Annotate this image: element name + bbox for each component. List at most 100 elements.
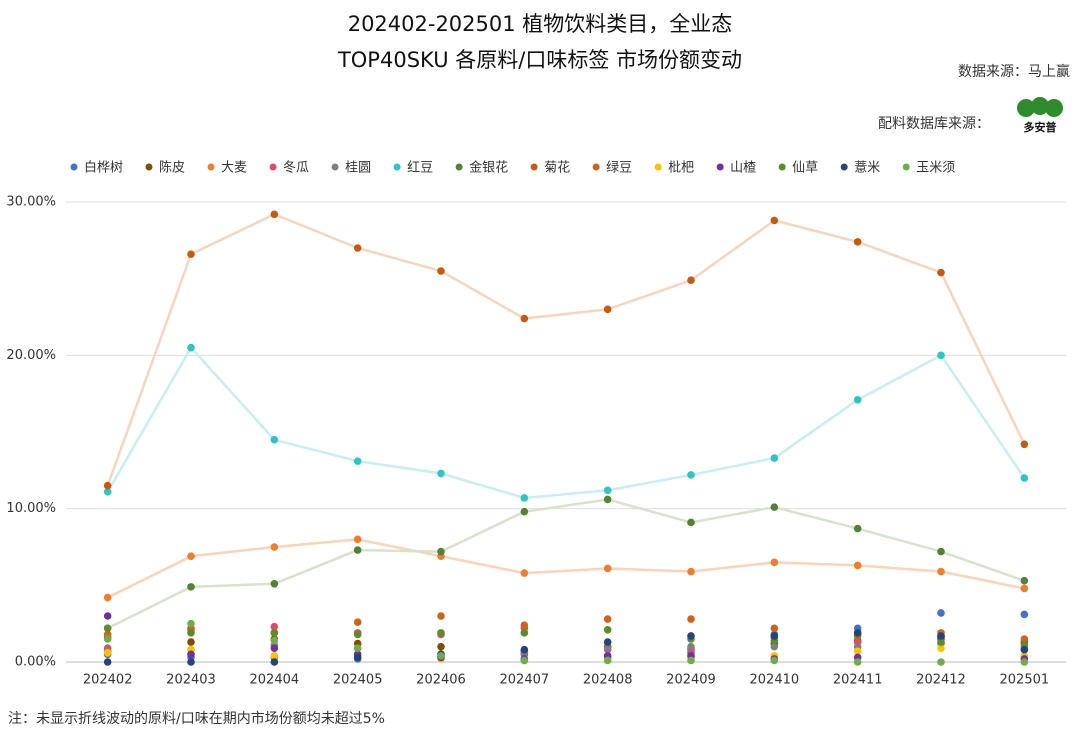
series-line	[106, 345, 1026, 500]
data-point	[520, 656, 529, 665]
data-point	[1020, 584, 1029, 593]
legend-label: 桂圆	[345, 161, 371, 176]
data-point	[353, 618, 362, 626]
data-point	[437, 642, 445, 651]
y-tick-label: 0.00%	[15, 655, 56, 670]
data-point	[103, 658, 112, 666]
legend-label: 仙草	[792, 161, 818, 176]
data-point	[937, 658, 945, 666]
data-point	[520, 314, 529, 323]
legend-marker	[455, 163, 463, 171]
data-point	[937, 268, 945, 277]
data-point	[437, 469, 445, 478]
data-point	[937, 351, 945, 360]
data-point	[187, 343, 195, 352]
data-point	[270, 636, 279, 645]
data-point	[187, 552, 195, 560]
data-point	[187, 629, 195, 637]
legend-label: 冬瓜	[283, 160, 309, 176]
legend-label: 红豆	[407, 160, 433, 176]
data-point	[853, 396, 862, 404]
data-point	[770, 216, 779, 225]
data-point	[437, 267, 445, 275]
data-point	[603, 638, 612, 646]
legend-label: 山楂	[730, 161, 756, 176]
data-point	[520, 569, 529, 577]
data-point	[270, 622, 279, 631]
data-point	[687, 471, 695, 479]
data-point	[353, 546, 362, 554]
series-line	[107, 538, 1025, 599]
legend-marker	[530, 163, 538, 171]
data-point	[687, 642, 695, 651]
data-point	[937, 632, 945, 640]
data-point	[770, 632, 779, 640]
x-tick-label: 202412	[916, 673, 966, 688]
data-point	[103, 488, 112, 496]
data-point	[937, 638, 945, 646]
x-tick-label: 202501	[1000, 673, 1050, 688]
legend-marker	[393, 163, 401, 171]
x-tick-label: 202411	[833, 673, 883, 688]
data-point	[187, 583, 195, 591]
y-tick-label: 20.00%	[6, 348, 56, 363]
data-point	[103, 624, 112, 633]
data-point	[1020, 645, 1029, 654]
data-point	[687, 567, 695, 576]
legend-marker	[902, 163, 910, 171]
x-tick-label: 202410	[750, 673, 800, 688]
data-point	[437, 652, 445, 660]
logo-text: 多安普	[1024, 120, 1057, 134]
logo: 多安普	[1017, 97, 1063, 134]
data-point	[187, 619, 195, 628]
data-point	[270, 543, 279, 551]
data-point	[270, 629, 279, 637]
data-point	[687, 656, 695, 665]
data-point	[103, 649, 112, 657]
legend-marker	[592, 163, 600, 171]
series-line	[107, 498, 1025, 630]
legend-label: 薏米	[854, 161, 880, 176]
data-point	[937, 609, 945, 617]
legend-marker	[654, 163, 662, 171]
data-point	[770, 642, 779, 651]
x-tick-label: 202404	[250, 673, 300, 688]
legend-label: 枇杷	[668, 161, 694, 176]
data-point	[520, 645, 529, 654]
data-point	[603, 564, 612, 573]
data-point	[853, 561, 862, 570]
data-point	[853, 658, 862, 666]
data-point	[353, 535, 362, 544]
data-point	[103, 635, 112, 643]
x-tick-label: 202409	[666, 673, 716, 688]
data-point	[603, 495, 612, 504]
legend-label: 绿豆	[606, 161, 632, 176]
legend-label: 大麦	[221, 161, 247, 176]
data-point	[437, 612, 445, 620]
source: 数据来源：马上赢	[958, 63, 1070, 80]
data-point	[603, 615, 612, 623]
data-point	[687, 276, 695, 285]
data-point	[270, 210, 279, 219]
x-tick-label: 202408	[583, 673, 633, 688]
x-tick-label: 202406	[416, 673, 466, 688]
x-tick-label: 202405	[333, 673, 383, 688]
data-point	[520, 507, 529, 516]
data-point	[270, 658, 279, 666]
legend-marker	[207, 163, 215, 171]
data-point	[353, 244, 362, 252]
chart-subtitle: TOP40SKU 各原料/口味标签 市场份额变动	[337, 48, 742, 72]
data-point	[187, 638, 195, 646]
note: 注：未显示折线波动的原料/口味在期内市场份额均未超过5%	[8, 710, 385, 727]
y-tick-label: 10.00%	[6, 501, 56, 516]
legend-marker	[331, 163, 339, 171]
data-point	[437, 547, 445, 556]
legend-label: 玉米须	[916, 161, 955, 176]
data-point	[603, 626, 612, 634]
x-tick-label: 202402	[83, 673, 133, 688]
data-point	[1020, 635, 1029, 643]
data-point	[853, 647, 862, 656]
data-point	[270, 652, 279, 660]
data-point	[520, 629, 529, 637]
y-tick-label: 30.00%	[6, 195, 56, 210]
